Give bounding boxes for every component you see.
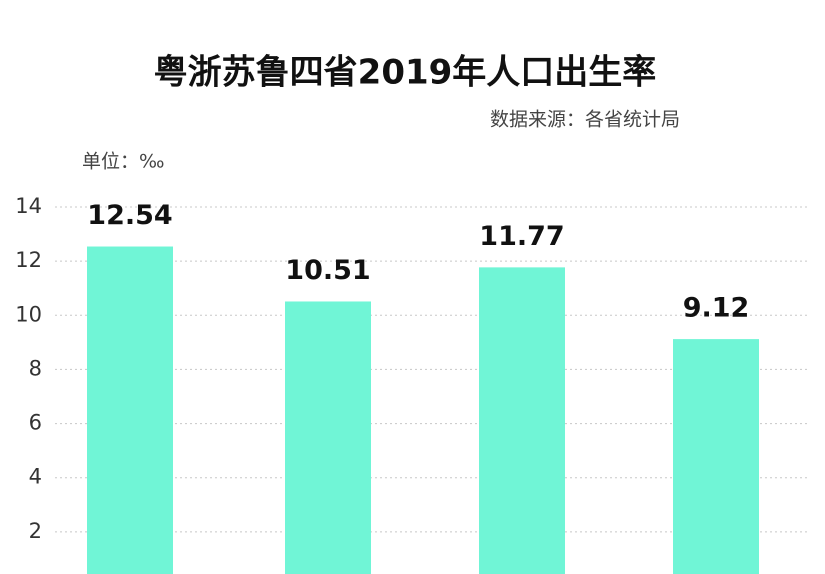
y-tick-label: 6	[29, 411, 42, 435]
y-tick-label: 10	[15, 302, 42, 326]
bar	[479, 267, 565, 574]
bar	[285, 301, 371, 574]
bar	[673, 339, 759, 574]
chart-subtitle: 数据来源：各省统计局	[490, 109, 680, 131]
value-label: 11.77	[479, 221, 564, 252]
y-tick-label: 14	[15, 194, 42, 218]
y-tick-label: 12	[15, 248, 42, 272]
value-label: 9.12	[683, 293, 750, 324]
value-label: 12.54	[87, 200, 172, 231]
chart-title: 粤浙苏鲁四省2019年人口出生率	[154, 53, 657, 93]
y-axis-label: 单位：‰	[82, 151, 165, 173]
value-label: 10.51	[285, 255, 370, 286]
y-tick-label: 2	[29, 519, 42, 543]
bar	[87, 246, 173, 574]
y-tick-label: 8	[29, 356, 42, 380]
y-tick-label: 4	[29, 465, 42, 489]
